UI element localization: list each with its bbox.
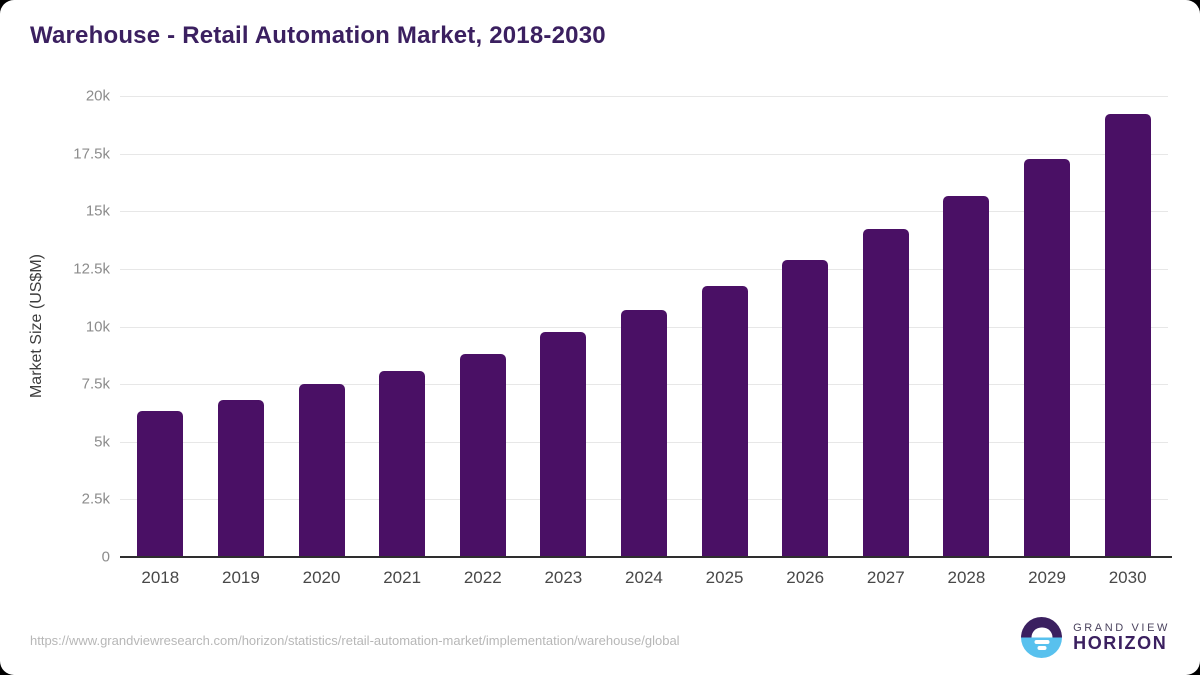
- x-tick-label-2020: 2020: [302, 568, 341, 587]
- bar-slot: [1087, 96, 1168, 557]
- x-tick-label-2025: 2025: [705, 568, 744, 587]
- horizon-sun-circle-icon: [1021, 617, 1063, 658]
- bar-2020: [298, 383, 345, 557]
- bar-slot: [684, 96, 765, 557]
- bar-slot: [765, 96, 846, 557]
- x-tick-label-2029: 2029: [1028, 568, 1066, 587]
- bar-2028: [943, 195, 990, 557]
- x-axis-line: [120, 556, 1172, 558]
- x-axis-tick-labels: 2018 2019 2020 2021 2022 2023 2024 2025 2026 2027…: [120, 568, 1168, 588]
- gridline: [120, 268, 1168, 270]
- bar-2024: [620, 310, 667, 557]
- bar-slot: [120, 96, 201, 557]
- y-tick-label: 20k: [85, 87, 110, 105]
- bar-slot: [201, 96, 282, 557]
- y-tick-label: 12.5k: [73, 260, 110, 278]
- y-axis-tick-labels: 0 2.5k 5k 7.5k 10k 12.5k 15k 17.5k 20k: [0, 88, 110, 566]
- x-tick-label-2030: 2030: [1108, 568, 1147, 587]
- bar-slot: [362, 96, 443, 557]
- x-tick-label-2018: 2018: [141, 568, 180, 587]
- bar-2025: [701, 286, 748, 557]
- bar-2019: [217, 399, 264, 557]
- bar-slot: [523, 96, 604, 557]
- y-tick-label: 2.5k: [81, 490, 110, 508]
- y-tick-label: 5k: [94, 433, 110, 451]
- brand-logo: GRAND VIEW HORIZON: [1021, 617, 1170, 658]
- bar-slot: [442, 96, 523, 557]
- bar-2029: [1024, 158, 1070, 557]
- bar-2023: [540, 332, 587, 557]
- bar-2030: [1104, 113, 1151, 557]
- bar-slot: [926, 96, 1007, 557]
- sun-ray-shape: [1034, 640, 1050, 644]
- x-tick-label-2026: 2026: [786, 568, 825, 587]
- bar-series: [120, 96, 1168, 557]
- x-tick-label-2023: 2023: [544, 568, 583, 587]
- brand-name-line1: GRAND VIEW: [1073, 621, 1170, 634]
- y-tick-label: 15k: [85, 202, 110, 220]
- brand-name-line2: HORIZON: [1073, 632, 1168, 653]
- gridline: [120, 153, 1168, 155]
- sun-ray-shape: [1037, 646, 1047, 650]
- bar-2021: [379, 370, 426, 557]
- brand-name: GRAND VIEW HORIZON: [1073, 622, 1170, 654]
- x-tick-label-2024: 2024: [625, 568, 663, 587]
- gridline: [120, 211, 1168, 213]
- y-tick-label: 7.5k: [81, 375, 110, 393]
- x-tick-label-2027: 2027: [866, 568, 905, 587]
- plot-area: [120, 96, 1172, 558]
- y-tick-label: 10k: [85, 318, 110, 335]
- x-tick-label-2021: 2021: [383, 568, 422, 587]
- page-title: Warehouse - Retail Automation Market, 20…: [30, 22, 606, 49]
- bar-slot: [281, 96, 362, 557]
- bar-slot: [845, 96, 926, 557]
- y-tick-label: 17.5k: [73, 145, 110, 163]
- gridline: [120, 96, 1168, 97]
- bar-2027: [862, 229, 909, 557]
- x-tick-label-2022: 2022: [463, 568, 502, 587]
- sun-dome-shape: [1031, 627, 1053, 638]
- bar-2026: [782, 260, 829, 557]
- source-url: https://www.grandviewresearch.com/horizo…: [30, 633, 680, 648]
- x-tick-label-2028: 2028: [947, 568, 986, 587]
- bar-slot: [604, 96, 685, 557]
- y-tick-label: 0: [101, 548, 110, 566]
- bar-2018: [137, 410, 184, 557]
- bar-slot: [1007, 96, 1088, 557]
- x-tick-label-2019: 2019: [222, 568, 260, 587]
- bar-2022: [459, 353, 506, 557]
